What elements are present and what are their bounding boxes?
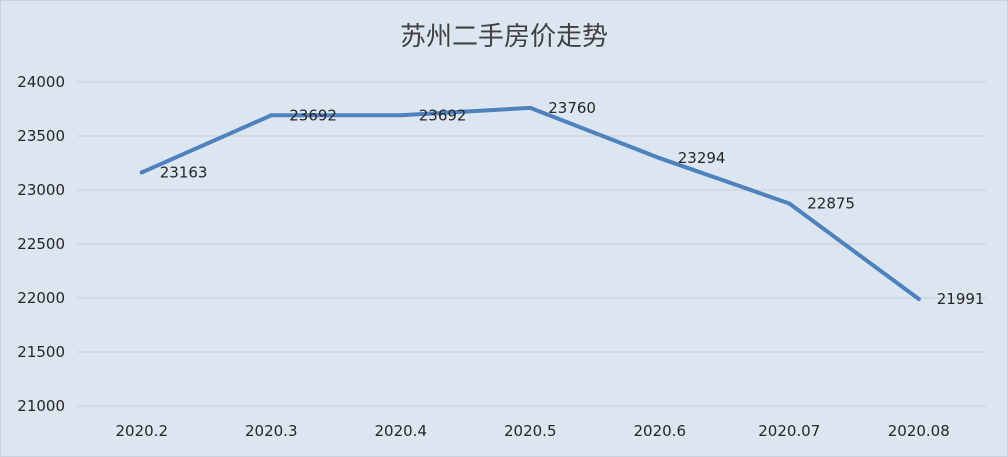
- y-tick-label: 23000: [17, 181, 65, 199]
- y-axis-ticks: 21000 21500 22000 22500 23000 23500 24000: [17, 73, 65, 415]
- x-tick-label: 2020.07: [758, 422, 820, 440]
- gridlines: [77, 81, 986, 407]
- data-point: [398, 113, 403, 118]
- data-point: [787, 201, 792, 206]
- chart-title: 苏州二手房价走势: [400, 22, 608, 52]
- x-axis-ticks: 2020.2 2020.3 2020.4 2020.5 2020.6 2020.07 202…: [116, 422, 950, 440]
- data-point: [139, 170, 144, 175]
- x-tick-label: 2020.3: [245, 422, 298, 440]
- data-label: 22875: [807, 195, 855, 213]
- y-tick-label: 22000: [17, 289, 65, 307]
- x-tick-label: 2020.6: [634, 422, 687, 440]
- data-point: [269, 113, 274, 118]
- data-label: 23294: [678, 149, 726, 167]
- data-label: 23760: [548, 99, 596, 117]
- data-label: 21991: [937, 290, 985, 308]
- x-tick-label: 2020.2: [116, 422, 169, 440]
- y-tick-label: 21500: [17, 343, 65, 361]
- y-tick-label: 23500: [17, 127, 65, 145]
- data-point: [528, 105, 533, 110]
- data-point: [657, 156, 662, 161]
- y-tick-label: 24000: [17, 73, 65, 91]
- x-tick-label: 2020.08: [888, 422, 950, 440]
- data-label: 23692: [419, 106, 467, 124]
- data-labels: 23163 23692 23692 23760 23294 22875 21991: [160, 99, 985, 308]
- x-tick-label: 2020.5: [504, 422, 557, 440]
- y-tick-label: 21000: [17, 397, 65, 415]
- data-label: 23692: [289, 106, 337, 124]
- y-tick-label: 22500: [17, 235, 65, 253]
- series-layer: [139, 105, 921, 301]
- series-line: [139, 105, 921, 301]
- data-label: 23163: [160, 163, 208, 181]
- x-tick-label: 2020.4: [375, 422, 428, 440]
- data-point: [916, 296, 921, 301]
